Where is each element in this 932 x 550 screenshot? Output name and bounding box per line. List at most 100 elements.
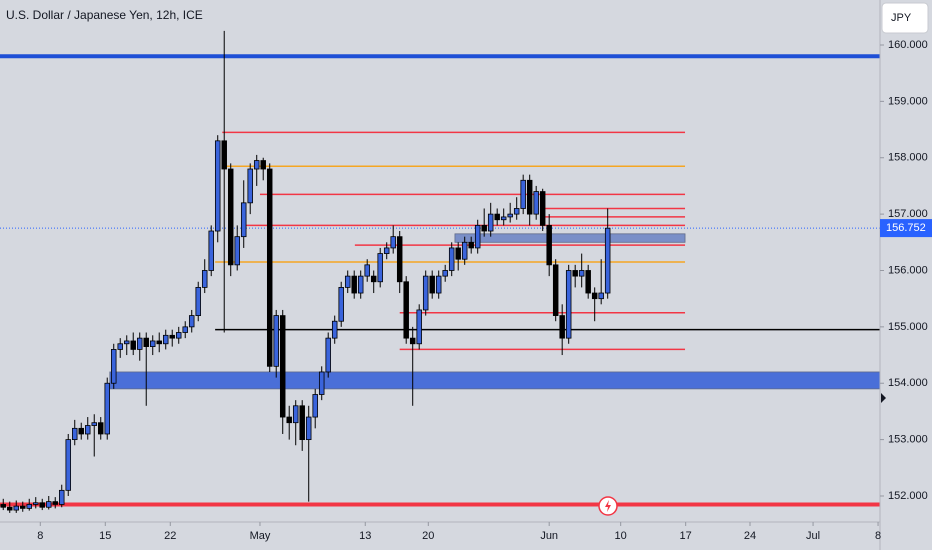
candle-body (598, 292, 604, 300)
candle-body (13, 505, 19, 511)
candle-body (39, 502, 45, 508)
candle-body (227, 168, 234, 266)
x-tick-label: 17 (680, 530, 692, 542)
candle-body (143, 337, 149, 347)
candle-body (136, 337, 143, 350)
candle-body (117, 343, 123, 350)
candle-body (416, 309, 422, 345)
zone (454, 233, 686, 243)
candle-body (201, 270, 208, 288)
candle-body (377, 253, 383, 283)
y-tick-label: 156.000 (888, 264, 928, 276)
candle-body (0, 504, 6, 508)
candle-body (286, 416, 292, 424)
chart-title: U.S. Dollar / Japanese Yen, 12h, ICE (6, 8, 203, 22)
x-tick-label: 22 (164, 530, 176, 542)
candle-body (85, 425, 91, 435)
candle-body (513, 208, 520, 215)
candle-body (52, 501, 58, 505)
candle-body (520, 179, 526, 209)
currency-button[interactable] (881, 2, 929, 34)
candle-body (123, 340, 130, 345)
candle-body (481, 224, 487, 232)
candle-body (344, 275, 351, 288)
candle-body (208, 230, 214, 271)
x-tick-label: 15 (99, 530, 111, 542)
last-price-box (880, 219, 932, 238)
candle-body (422, 275, 429, 311)
candle-body (494, 213, 500, 221)
candle-body (26, 504, 32, 509)
y-tick-label: 155.000 (888, 321, 928, 333)
y-tick-label: 157.000 (888, 208, 928, 220)
x-tick-label: 13 (359, 530, 371, 542)
candle-body (312, 394, 318, 418)
candle-body (240, 202, 247, 238)
x-tick-label: 24 (744, 530, 756, 542)
candle-body (188, 315, 195, 328)
candle-body (533, 191, 539, 215)
candle-body (78, 427, 84, 435)
candle-body (97, 422, 104, 435)
x-tick-label: 8 (37, 530, 43, 542)
candle-body (20, 505, 26, 509)
candle-body (572, 270, 578, 277)
candle-body (7, 506, 13, 511)
candle-body (325, 337, 331, 373)
candle-body (104, 382, 110, 435)
candle-body (130, 340, 136, 350)
candle-body (552, 264, 559, 316)
y-tick-label: 152.000 (888, 490, 928, 502)
candle-body (318, 371, 325, 395)
y-tick-label: 154.000 (888, 377, 928, 389)
candle-body (260, 160, 266, 170)
candle-body (526, 179, 533, 215)
candle-body (559, 315, 565, 339)
candle-body (461, 241, 468, 260)
candle-body (455, 247, 461, 260)
candle-body (247, 168, 253, 204)
candle-body (59, 489, 65, 505)
candle-body (390, 236, 396, 249)
candle-body (565, 270, 572, 339)
candle-body (273, 315, 279, 367)
candle-body (468, 241, 474, 249)
candle-body (305, 416, 312, 441)
candle-body (364, 264, 370, 277)
candle-body (292, 405, 299, 424)
candle-body (442, 270, 448, 277)
candle-body (46, 501, 52, 508)
x-tick-label: 10 (615, 530, 627, 542)
candle-body (175, 332, 182, 339)
candle-body (331, 320, 338, 339)
candle-body (591, 292, 598, 300)
candle-body (33, 502, 39, 505)
candle-body (474, 224, 481, 249)
zone (109, 371, 881, 390)
candle-body (403, 281, 409, 339)
candle-body (65, 439, 71, 491)
x-tick-label: Jul (806, 530, 820, 542)
candle-body (195, 286, 201, 316)
candle-body (351, 275, 357, 294)
y-tick-label: 153.000 (888, 434, 928, 446)
currency-label[interactable]: JPY (891, 12, 912, 24)
candle-body (214, 140, 221, 232)
candle-body (169, 334, 175, 339)
candle-body (546, 224, 552, 266)
candle-body (162, 334, 169, 345)
candle-body (91, 422, 97, 426)
candle-body (409, 337, 416, 345)
last-price-label: 156.752 (886, 222, 926, 234)
y-tick-label: 160.000 (888, 39, 928, 51)
candle-body (221, 140, 227, 170)
y-tick-label: 158.000 (888, 152, 928, 164)
event-bolt (605, 500, 611, 512)
candle-body (435, 275, 442, 294)
candle-body (429, 275, 435, 294)
candle-body (253, 160, 260, 170)
x-tick-label: May (250, 530, 271, 542)
candle-body (500, 216, 507, 221)
